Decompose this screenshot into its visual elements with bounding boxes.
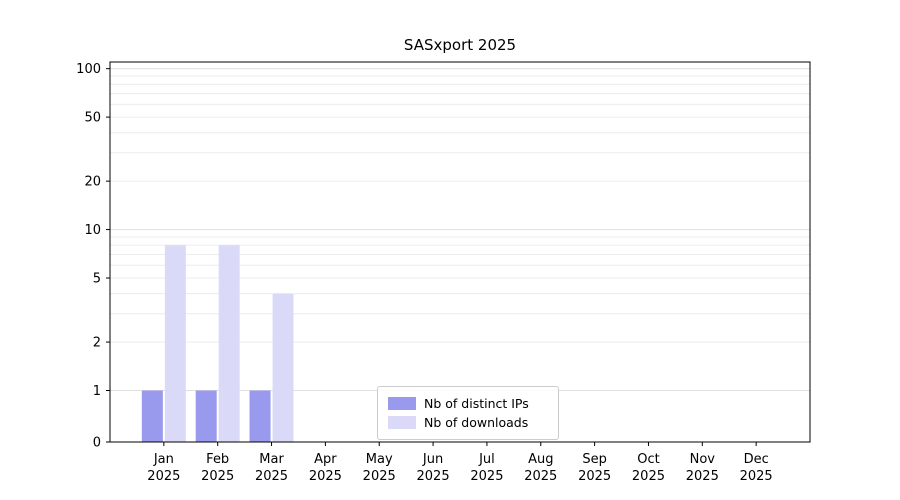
y-tick-label: 10	[84, 223, 101, 238]
x-tick-label-year: 2025	[578, 469, 611, 484]
x-tick-label-year: 2025	[632, 469, 665, 484]
y-tick-label: 50	[84, 111, 101, 126]
legend-item-downloads: Nb of downloads	[388, 413, 548, 432]
bar-downloads-feb	[218, 245, 240, 442]
legend-label-downloads: Nb of downloads	[424, 415, 529, 430]
bar-distinct-ips-jan	[141, 390, 163, 442]
chart-title: SASxport 2025	[403, 36, 517, 54]
bar-distinct-ips-mar	[249, 390, 271, 442]
x-tick-label-year: 2025	[147, 469, 180, 484]
legend: Nb of distinct IPs Nb of downloads	[377, 386, 559, 440]
legend-item-distinct-ips: Nb of distinct IPs	[388, 394, 548, 413]
legend-swatch-distinct-ips	[388, 397, 416, 410]
x-tick-label-month: Oct	[637, 452, 659, 467]
x-tick-label-month: Jun	[422, 452, 443, 467]
x-tick-label-month: Jul	[478, 452, 495, 467]
bar-downloads-mar	[272, 293, 294, 442]
x-tick-label-month: Sep	[582, 452, 607, 467]
x-tick-label-month: May	[366, 452, 393, 467]
y-tick-label: 100	[76, 62, 101, 77]
x-tick-label-year: 2025	[740, 469, 773, 484]
y-tick-label: 1	[93, 384, 101, 399]
x-tick-label-year: 2025	[686, 469, 719, 484]
legend-swatch-downloads	[388, 416, 416, 429]
plot-border	[109, 61, 811, 443]
y-tick-label: 2	[93, 336, 101, 351]
x-tick-label-year: 2025	[524, 469, 557, 484]
legend-label-distinct-ips: Nb of distinct IPs	[424, 396, 529, 411]
x-tick-label-month: Apr	[314, 452, 337, 467]
bar-downloads-jan	[164, 245, 186, 442]
x-tick-label-month: Jan	[153, 452, 174, 467]
x-tick-label-year: 2025	[470, 469, 503, 484]
x-tick-label-month: Aug	[528, 452, 553, 467]
x-tick-label-year: 2025	[363, 469, 396, 484]
y-tick-label: 5	[93, 272, 101, 287]
x-tick-label-month: Dec	[744, 452, 769, 467]
x-tick-label-month: Nov	[690, 452, 716, 467]
x-tick-label-year: 2025	[417, 469, 450, 484]
y-tick-label: 20	[84, 175, 101, 190]
x-tick-label-year: 2025	[201, 469, 234, 484]
y-tick-label: 0	[93, 436, 101, 451]
x-tick-label-year: 2025	[309, 469, 342, 484]
x-tick-label-year: 2025	[255, 469, 288, 484]
x-tick-label-month: Feb	[206, 452, 229, 467]
bar-distinct-ips-feb	[195, 390, 217, 442]
x-tick-label-month: Mar	[259, 452, 284, 467]
